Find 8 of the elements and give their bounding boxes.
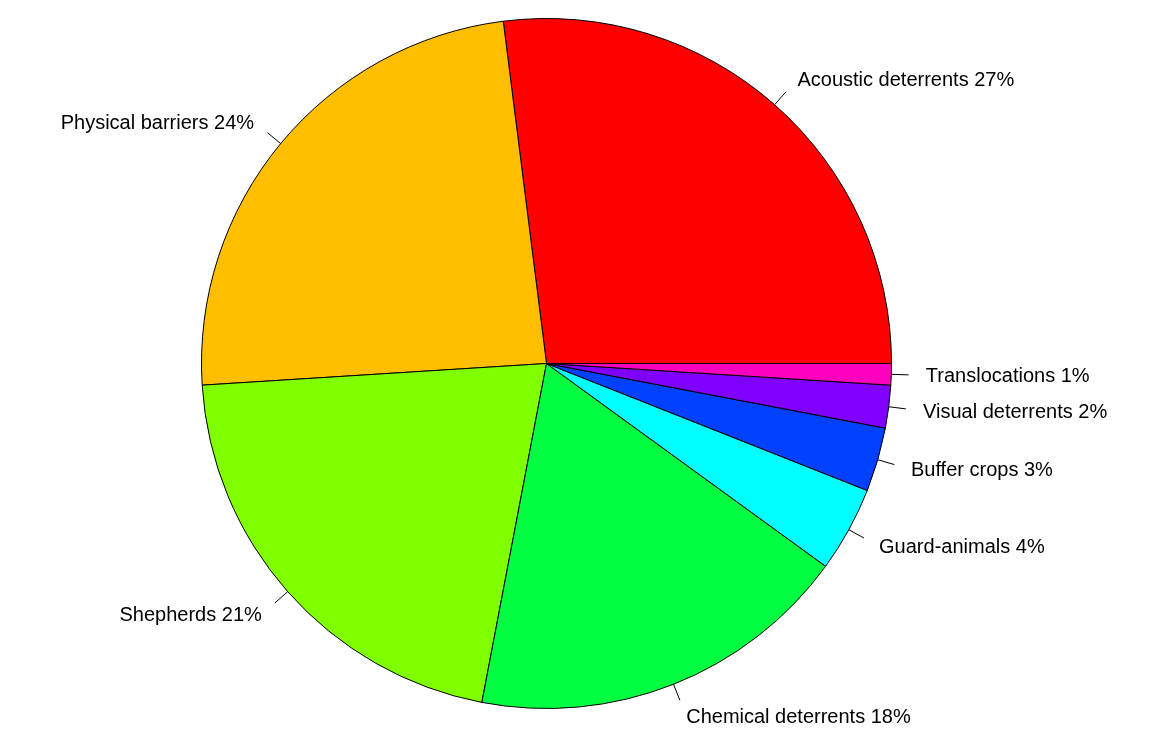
slice-label: Visual deterrents 2%	[923, 400, 1108, 423]
slice-label: Acoustic deterrents 27%	[797, 67, 1015, 90]
slice-label: Guard-animals 4%	[879, 535, 1045, 558]
slice-label: Translocations 1%	[925, 364, 1090, 387]
slice-label: Shepherds 21%	[119, 603, 263, 626]
slice-label: Chemical deterrents 18%	[686, 705, 911, 728]
slice-label: Physical barriers 24%	[60, 110, 255, 133]
slice-label: Buffer crops 3%	[910, 458, 1054, 481]
